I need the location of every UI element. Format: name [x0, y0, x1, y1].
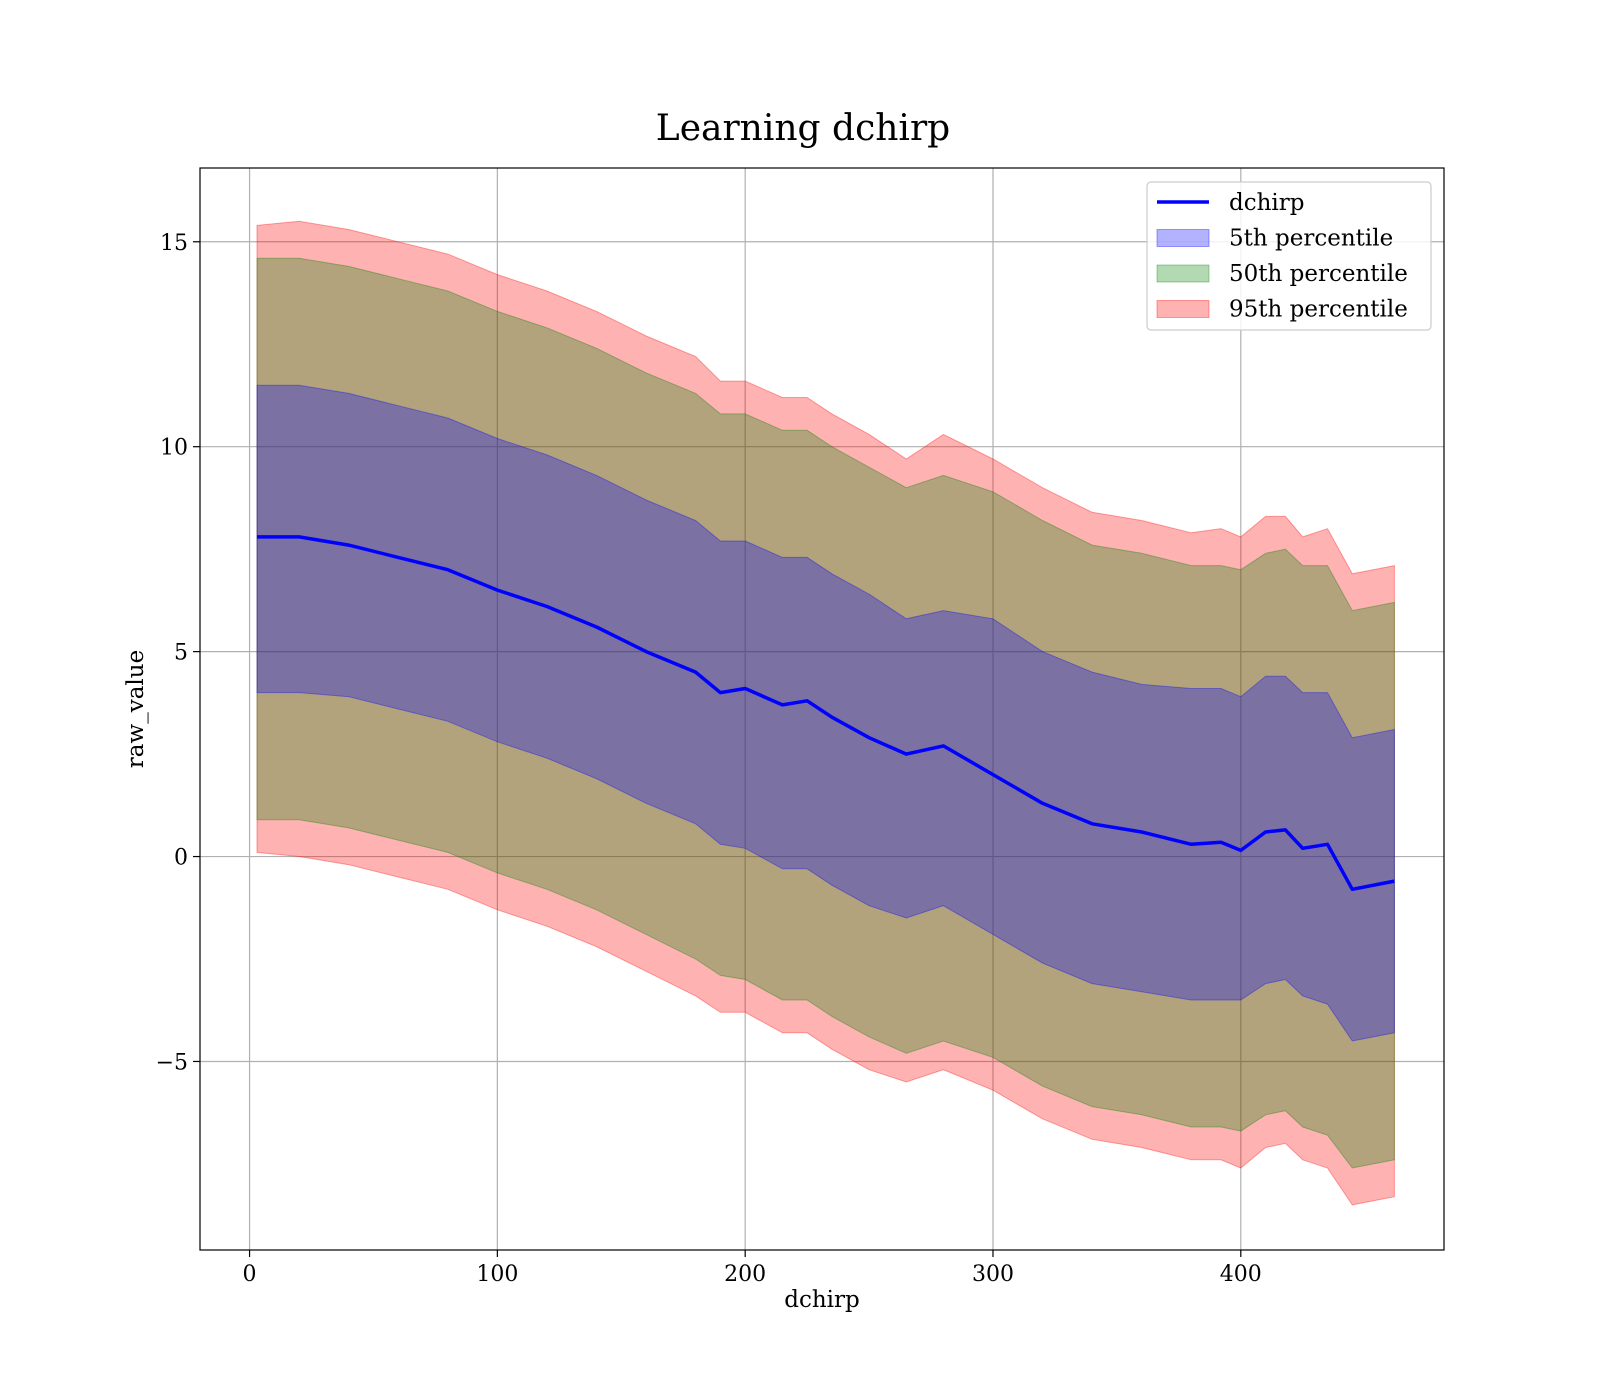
- legend-item-95th-percentile: 95th percentile: [1156, 297, 1408, 323]
- y-tick-label: −5: [156, 1050, 188, 1075]
- y-tick-label: 5: [174, 641, 188, 666]
- plot-frame: [199, 167, 1445, 1251]
- x-axis: 0 100 200 300 400: [243, 1250, 1262, 1287]
- plot-area: [200, 168, 1444, 1250]
- legend-label: 50th percentile: [1229, 261, 1408, 287]
- x-tick-label: 100: [476, 1262, 518, 1287]
- legend: dchirp 5th percentile 50th percentile 95th …: [1146, 181, 1432, 331]
- legend-item-50th-percentile: 50th percentile: [1156, 261, 1408, 287]
- x-tick-label: 0: [243, 1262, 257, 1287]
- series-line-dchirp: [257, 535, 1395, 892]
- x-tick-label: 400: [1220, 1262, 1262, 1287]
- x-tick-label: 300: [972, 1262, 1014, 1287]
- legend-item-dchirp: dchirp: [1157, 190, 1305, 216]
- y-axis: −5 0 5 10 15: [156, 231, 200, 1075]
- legend-label: 5th percentile: [1229, 226, 1393, 252]
- x-axis-label: dchirp: [784, 1287, 860, 1313]
- legend-swatch: [1156, 300, 1210, 318]
- x-tick-label: 200: [724, 1262, 766, 1287]
- legend-label: dchirp: [1229, 190, 1305, 216]
- y-tick-label: 10: [160, 436, 188, 461]
- chart-title: Learning dchirp: [656, 108, 950, 149]
- legend-box: [1146, 181, 1432, 331]
- legend-swatch: [1156, 264, 1210, 283]
- y-tick-label: 0: [174, 846, 188, 871]
- legend-swatch: [1156, 229, 1210, 247]
- y-axis-label: raw_value: [123, 650, 149, 768]
- y-tick-label: 15: [160, 231, 188, 256]
- legend-label: 95th percentile: [1229, 297, 1408, 323]
- legend-item-5th-percentile: 5th percentile: [1156, 226, 1393, 252]
